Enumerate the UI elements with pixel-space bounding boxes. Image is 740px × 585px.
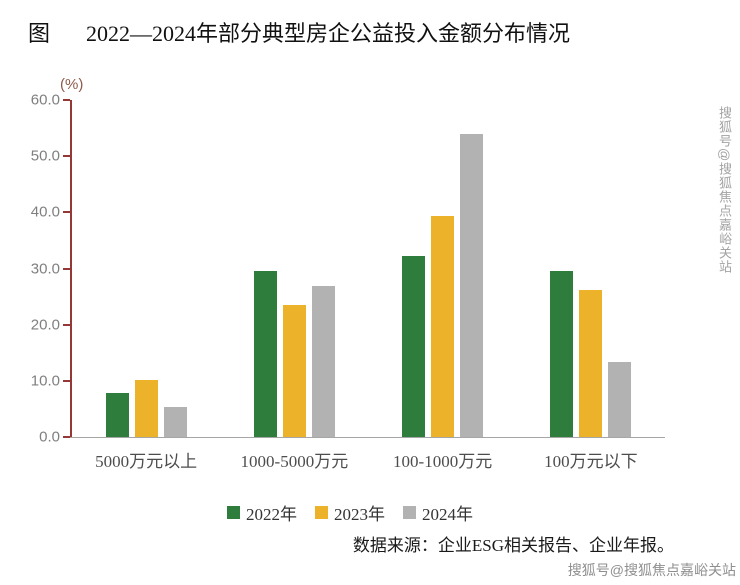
y-tick-mark	[63, 155, 70, 158]
legend: 2022年 2023年 2024年	[0, 500, 700, 525]
x-axis-category-label: 5000万元以上	[95, 452, 198, 471]
y-tick-label: 0.0	[39, 428, 60, 446]
y-tick-label: 20.0	[30, 316, 60, 334]
legend-item: 2022年	[227, 500, 297, 525]
legend-swatch	[403, 506, 416, 519]
y-tick-mark	[63, 436, 70, 438]
y-tick-mark	[63, 211, 70, 214]
y-tick-label: 50.0	[30, 147, 60, 165]
y-tick-mark	[63, 379, 70, 382]
y-axis-unit-label: (%)	[60, 76, 84, 93]
bar-group	[517, 100, 665, 437]
legend-swatch	[227, 506, 240, 519]
legend-swatch	[315, 506, 328, 519]
legend-label: 2023年	[334, 505, 385, 524]
legend-label: 2024年	[422, 505, 473, 524]
x-axis-category-label: 100万元以下	[544, 452, 638, 471]
y-tick-mark	[63, 323, 70, 326]
x-axis-labels: 5000万元以上 1000-5000万元 100-1000万元 100万元以下	[72, 447, 665, 472]
bar-2022年	[550, 271, 574, 437]
legend-item: 2024年	[403, 500, 473, 525]
bar-2024年	[608, 362, 632, 437]
chart-title: 图 2022—2024年部分典型房企公益投入金额分布情况	[28, 16, 570, 48]
y-axis-line	[70, 100, 72, 437]
figure-label: 图	[28, 21, 51, 46]
bar-groups	[72, 100, 665, 437]
title-text: 2022—2024年部分典型房企公益投入金额分布情况	[86, 21, 571, 46]
y-tick-mark	[63, 99, 70, 101]
y-tick-label: 30.0	[30, 260, 60, 277]
x-axis-category-label: 100-1000万元	[393, 452, 493, 471]
y-tick-label: 60.0	[30, 91, 60, 109]
plot-area: 60.0 50.0 40.0 30.0 20.0 10.0 0.0	[31, 92, 665, 446]
y-tick-mark	[63, 267, 70, 270]
bar-2023年	[282, 305, 306, 437]
bar-group	[72, 100, 220, 437]
bar-2023年	[134, 379, 158, 437]
bar-2024年	[311, 286, 335, 437]
bar-2023年	[431, 215, 455, 437]
watermark-bottom: 搜狐号@搜狐焦点嘉峪关站	[567, 562, 736, 578]
source-note: 数据来源：企业ESG相关报告、企业年报。	[352, 536, 674, 555]
bar-2022年	[105, 393, 129, 437]
bar-group	[220, 100, 368, 437]
x-axis-line	[70, 437, 665, 438]
x-axis-category-label: 1000-5000万元	[240, 452, 349, 471]
y-tick-label: 10.0	[30, 372, 60, 390]
watermark-vertical: 搜狐号@搜狐焦点嘉峪关站	[717, 106, 732, 275]
bar-2023年	[579, 289, 603, 437]
bar-2024年	[163, 407, 187, 437]
bar-group	[369, 100, 517, 437]
bar-2024年	[460, 134, 484, 437]
bar-2022年	[402, 255, 426, 437]
legend-label: 2022年	[246, 505, 297, 524]
bar-2022年	[253, 271, 277, 437]
legend-item: 2023年	[315, 500, 385, 525]
y-tick-label: 40.0	[30, 203, 60, 221]
